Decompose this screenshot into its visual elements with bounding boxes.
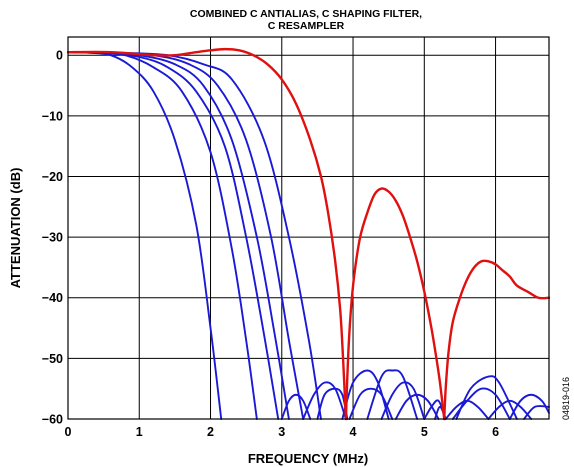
blue-series-line-21 [523, 405, 550, 420]
blue-series-line-16 [444, 399, 490, 420]
red-series-line-22 [66, 47, 348, 421]
blue-series-line-6 [280, 393, 312, 420]
blue-series-line-7 [302, 381, 347, 420]
series-group [66, 47, 551, 421]
x-tick-label: 3 [278, 425, 285, 439]
tick-labels: 0 1 2 3 4 5 6 0 −10 −20 −30 −40 −50 −60 [42, 49, 499, 439]
y-tick-label: −50 [42, 352, 63, 366]
y-tick-label: −60 [42, 413, 63, 427]
grid [68, 37, 549, 419]
blue-series-line-5 [67, 51, 322, 420]
blue-series-line-4 [67, 51, 305, 420]
red-series-line-23 [344, 187, 446, 421]
y-tick-label: −30 [42, 231, 63, 245]
blue-series-line-3 [67, 51, 290, 420]
blue-series-line-2 [67, 51, 280, 420]
x-tick-label: 0 [65, 425, 72, 439]
plot-frame [67, 36, 550, 420]
y-tick-label: −20 [42, 170, 63, 184]
blue-series-line-18 [455, 375, 518, 420]
x-tick-label: 1 [136, 425, 143, 439]
figure-id: 04819-016 [561, 377, 571, 420]
blue-series-line-0 [67, 51, 223, 420]
blue-series-line-19 [487, 399, 533, 420]
blue-series-line-9 [341, 369, 390, 420]
x-tick-label: 6 [492, 425, 499, 439]
x-axis-label: FREQUENCY (MHz) [248, 451, 368, 466]
y-tick-label: −40 [42, 291, 63, 305]
x-tick-label: 2 [207, 425, 214, 439]
y-axis-label: ATTENUATION (dB) [8, 168, 23, 289]
x-tick-label: 5 [421, 425, 428, 439]
blue-series-line-12 [380, 381, 426, 420]
red-series-line-24 [443, 259, 551, 421]
y-tick-label: 0 [56, 49, 63, 63]
y-tick-label: −10 [42, 109, 63, 123]
blue-series-line-10 [348, 387, 394, 420]
chart-title: COMBINED C ANTIALIAS, C SHAPING FILTER, [190, 8, 422, 20]
blue-series-line-20 [508, 393, 550, 420]
blue-series-line-11 [366, 369, 419, 420]
x-tick-label: 4 [350, 425, 357, 439]
chart-subtitle: C RESAMPLER [268, 20, 345, 32]
